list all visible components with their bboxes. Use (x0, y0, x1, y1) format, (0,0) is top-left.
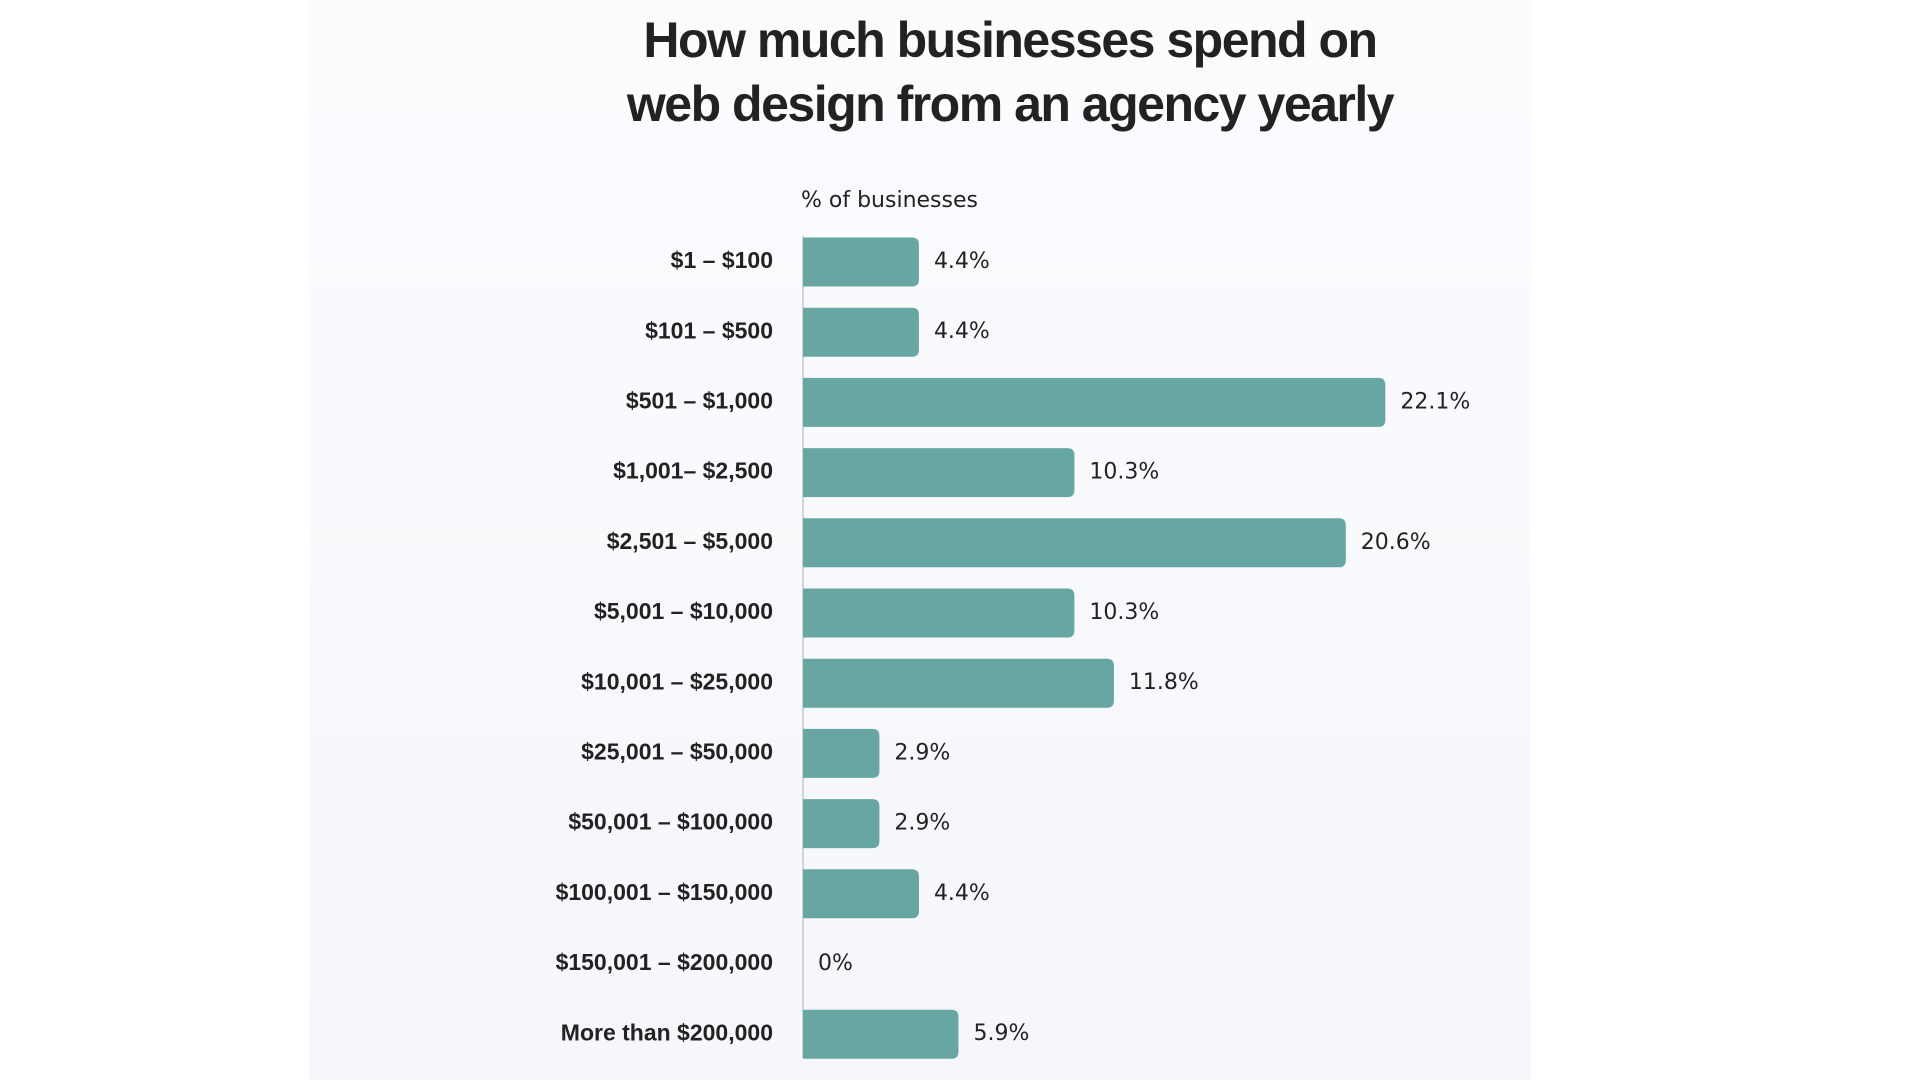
bar (803, 307, 919, 357)
bar (803, 377, 1386, 427)
category-label: $25,001 – $50,000 (581, 738, 773, 764)
bar (803, 799, 880, 849)
bar (803, 728, 880, 778)
bar (803, 588, 1075, 638)
value-label: 4.4% (934, 249, 990, 274)
value-label: 4.4% (934, 319, 990, 344)
category-label: $5,001 – $10,000 (594, 598, 773, 624)
category-label: $101 – $500 (645, 317, 773, 343)
bar (803, 869, 919, 919)
category-label: $10,001 – $25,000 (581, 668, 773, 694)
value-label: 10.3% (1089, 460, 1159, 485)
value-label: 5.9% (973, 1021, 1029, 1046)
value-label: 2.9% (894, 740, 950, 765)
value-label: 10.3% (1089, 600, 1159, 625)
value-label: 4.4% (934, 881, 990, 906)
value-label: 2.9% (894, 811, 950, 836)
bar (803, 237, 919, 287)
bar (803, 658, 1114, 708)
bar (803, 448, 1075, 498)
value-label: 0% (818, 951, 853, 976)
bar (803, 518, 1346, 568)
axis-label: % of businesses (801, 188, 978, 213)
category-label: $1 – $100 (671, 247, 773, 273)
category-label: $501 – $1,000 (626, 387, 773, 413)
category-label: $50,001 – $100,000 (568, 809, 773, 835)
value-label: 11.8% (1129, 670, 1199, 695)
category-label: $2,501 – $5,000 (607, 528, 773, 554)
value-label: 22.1% (1400, 389, 1470, 414)
category-label: $1,001– $2,500 (613, 458, 773, 484)
chart-title: How much businesses spend on web design … (626, 12, 1395, 132)
category-label: $150,001 – $200,000 (556, 949, 773, 975)
category-label: More than $200,000 (561, 1019, 773, 1045)
value-label: 20.6% (1361, 530, 1431, 555)
category-label: $100,001 – $150,000 (556, 879, 773, 905)
bar (803, 1009, 959, 1059)
